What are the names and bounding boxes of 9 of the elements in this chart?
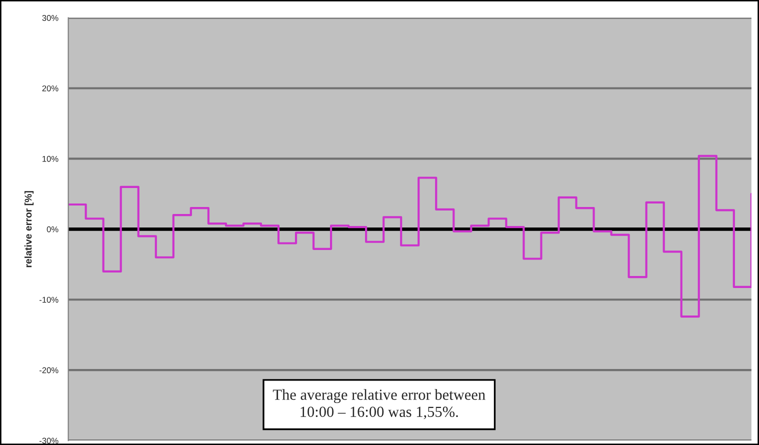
y-tick-label: -20% [40,367,58,374]
y-tick-label: 0% [46,226,58,232]
y-tick-label: -30% [40,438,58,444]
y-tick-label: 30% [42,15,58,21]
y-tick-label: 20% [42,85,58,92]
annotation: The average relative error between 10:00 – 16:00 was 1,55%. [272,389,486,420]
y-tick-label: -10% [40,296,58,303]
y-tick-label: 10% [42,156,58,162]
y-axis-title: relative error [%] [24,191,34,268]
